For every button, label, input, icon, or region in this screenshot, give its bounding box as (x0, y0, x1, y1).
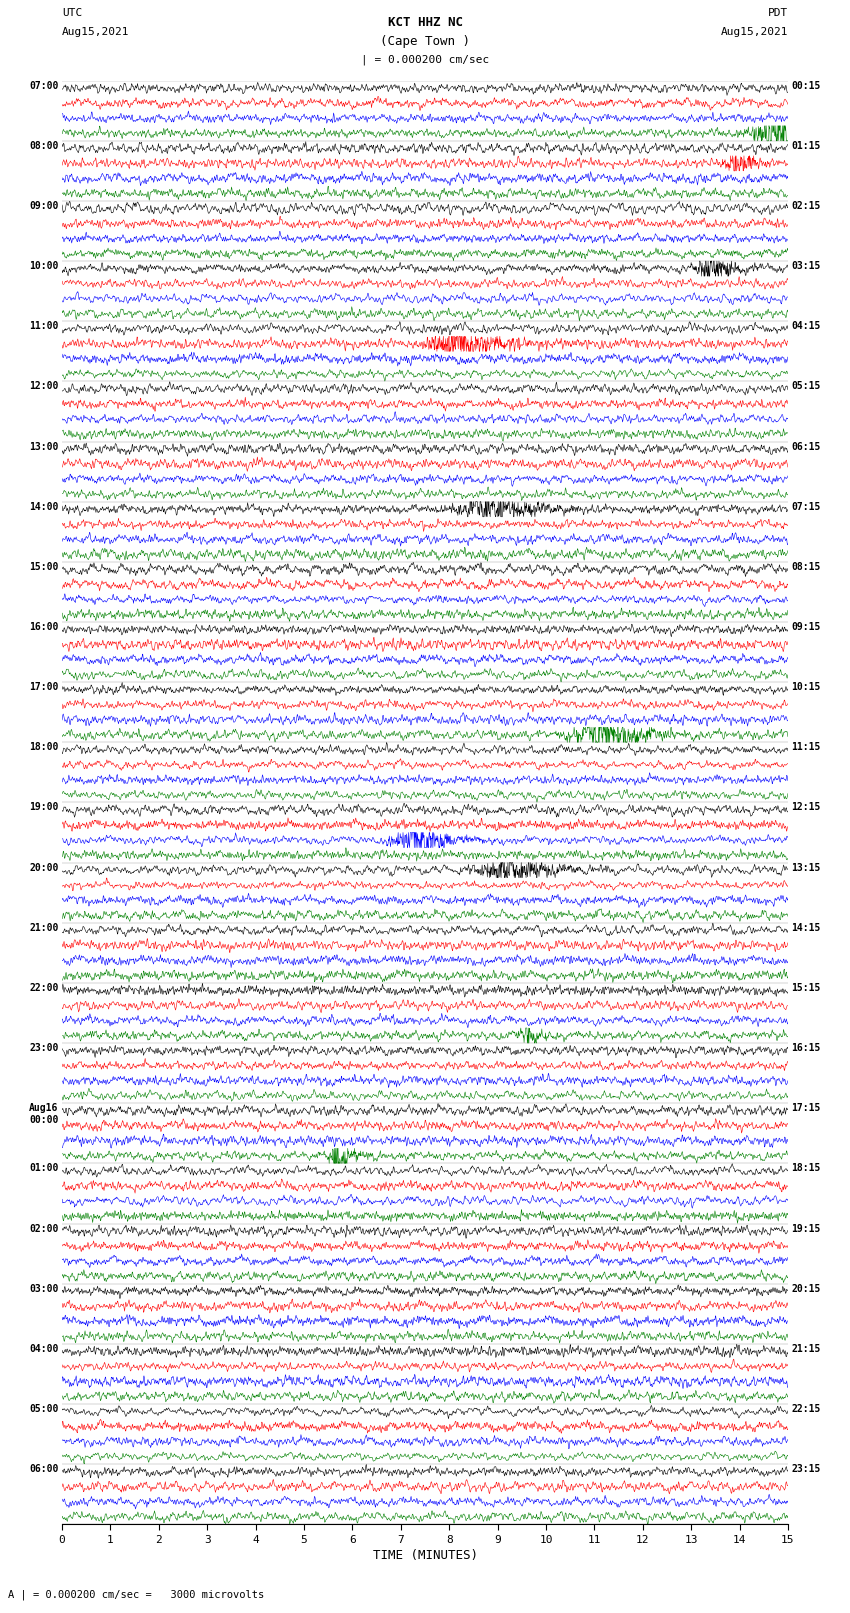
Text: 18:15: 18:15 (791, 1163, 821, 1173)
Text: A | = 0.000200 cm/sec =   3000 microvolts: A | = 0.000200 cm/sec = 3000 microvolts (8, 1589, 264, 1600)
Text: 02:00: 02:00 (29, 1224, 59, 1234)
Text: 14:00: 14:00 (29, 502, 59, 511)
Text: 11:00: 11:00 (29, 321, 59, 331)
X-axis label: TIME (MINUTES): TIME (MINUTES) (372, 1548, 478, 1561)
Text: 21:15: 21:15 (791, 1344, 821, 1353)
Text: 20:00: 20:00 (29, 863, 59, 873)
Text: 23:15: 23:15 (791, 1465, 821, 1474)
Text: 13:00: 13:00 (29, 442, 59, 452)
Text: 04:00: 04:00 (29, 1344, 59, 1353)
Text: 07:15: 07:15 (791, 502, 821, 511)
Text: 00:15: 00:15 (791, 81, 821, 90)
Text: UTC: UTC (62, 8, 82, 18)
Text: 06:15: 06:15 (791, 442, 821, 452)
Text: Aug16
00:00: Aug16 00:00 (29, 1103, 59, 1124)
Text: 21:00: 21:00 (29, 923, 59, 932)
Text: 16:00: 16:00 (29, 623, 59, 632)
Text: 20:15: 20:15 (791, 1284, 821, 1294)
Text: 03:15: 03:15 (791, 261, 821, 271)
Text: 10:00: 10:00 (29, 261, 59, 271)
Text: | = 0.000200 cm/sec: | = 0.000200 cm/sec (361, 55, 489, 66)
Text: 02:15: 02:15 (791, 202, 821, 211)
Text: PDT: PDT (768, 8, 788, 18)
Text: 03:00: 03:00 (29, 1284, 59, 1294)
Text: 10:15: 10:15 (791, 682, 821, 692)
Text: 08:15: 08:15 (791, 561, 821, 573)
Text: 05:15: 05:15 (791, 381, 821, 392)
Text: 12:00: 12:00 (29, 381, 59, 392)
Text: 06:00: 06:00 (29, 1465, 59, 1474)
Text: 04:15: 04:15 (791, 321, 821, 331)
Text: 15:15: 15:15 (791, 982, 821, 994)
Text: 22:15: 22:15 (791, 1403, 821, 1415)
Text: 22:00: 22:00 (29, 982, 59, 994)
Text: KCT HHZ NC: KCT HHZ NC (388, 16, 462, 29)
Text: 16:15: 16:15 (791, 1044, 821, 1053)
Text: 18:00: 18:00 (29, 742, 59, 752)
Text: 17:15: 17:15 (791, 1103, 821, 1113)
Text: 12:15: 12:15 (791, 803, 821, 813)
Text: 07:00: 07:00 (29, 81, 59, 90)
Text: 09:00: 09:00 (29, 202, 59, 211)
Text: 05:00: 05:00 (29, 1403, 59, 1415)
Text: 17:00: 17:00 (29, 682, 59, 692)
Text: 08:00: 08:00 (29, 140, 59, 150)
Text: 19:15: 19:15 (791, 1224, 821, 1234)
Text: 14:15: 14:15 (791, 923, 821, 932)
Text: 11:15: 11:15 (791, 742, 821, 752)
Text: 01:15: 01:15 (791, 140, 821, 150)
Text: (Cape Town ): (Cape Town ) (380, 35, 470, 48)
Text: 19:00: 19:00 (29, 803, 59, 813)
Text: 01:00: 01:00 (29, 1163, 59, 1173)
Text: 15:00: 15:00 (29, 561, 59, 573)
Text: 23:00: 23:00 (29, 1044, 59, 1053)
Text: 13:15: 13:15 (791, 863, 821, 873)
Text: Aug15,2021: Aug15,2021 (62, 27, 129, 37)
Text: Aug15,2021: Aug15,2021 (721, 27, 788, 37)
Text: 09:15: 09:15 (791, 623, 821, 632)
